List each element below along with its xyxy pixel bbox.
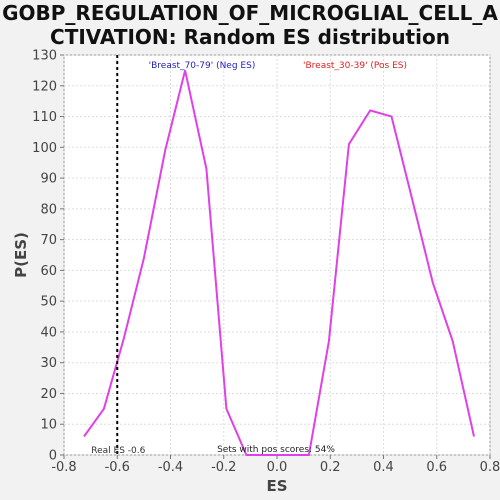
y-tick-label: 30 [40,356,57,371]
neg-es-label: 'Breast_70-79' (Neg ES) [149,61,256,71]
es-distribution-line [83,70,475,456]
pos-es-label: 'Breast_30-39' (Pos ES) [303,61,407,71]
y-tick-label: 90 [40,172,57,187]
x-tick-label: 0.8 [480,460,500,475]
y-tick-label: 120 [32,79,57,94]
chart-title-line-1: GOBP_REGULATION_OF_MICROGLIAL_CELL_A [2,1,498,25]
x-tick-label: 0.4 [373,460,394,475]
y-tick-label: 110 [32,110,57,125]
x-tick-label: -0.6 [105,460,130,475]
x-tick-label: 0.2 [320,460,341,475]
x-tick-label: -0.8 [51,460,76,475]
x-tick-label: -0.4 [158,460,183,475]
y-tick-label: 0 [49,449,57,464]
y-tick-label: 80 [40,202,57,217]
x-tick-label: -0.2 [211,460,236,475]
x-tick-label: 0.6 [426,460,447,475]
y-tick-label: 70 [40,233,57,248]
x-axis-label: ES [266,477,287,495]
y-tick-label: 60 [40,264,57,279]
real-es-label: Real ES -0.6 [91,446,145,456]
sets-pos-scores-label: Sets with pos scores: 54% [217,445,335,455]
y-axis-ticks: 0 10 20 30 40 50 60 70 80 90 100 110 120 130 [32,49,64,464]
y-tick-label: 10 [40,418,57,433]
y-tick-label: 130 [32,49,57,64]
y-axis-label: P(ES) [12,232,30,278]
y-tick-label: 50 [40,295,57,310]
x-tick-label: 0.0 [267,460,288,475]
chart-title-line-2: CTIVATION: Random ES distribution [50,25,450,49]
y-tick-label: 20 [40,387,57,402]
y-tick-label: 100 [32,141,57,156]
y-tick-label: 40 [40,325,57,340]
x-axis-ticks: -0.8 -0.6 -0.4 -0.2 0.0 0.2 0.4 0.6 0.8 [51,455,500,475]
